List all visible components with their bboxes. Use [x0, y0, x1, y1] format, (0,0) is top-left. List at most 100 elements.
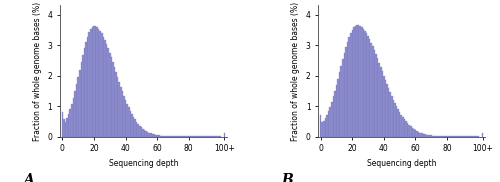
- Bar: [148, 133, 150, 136]
- Bar: [362, 29, 364, 136]
- Bar: [326, 115, 328, 136]
- Bar: [412, 128, 413, 136]
- Bar: [112, 62, 114, 136]
- Bar: [370, 43, 372, 136]
- Bar: [400, 115, 402, 136]
- Bar: [414, 130, 416, 136]
- Bar: [390, 92, 391, 136]
- Bar: [323, 121, 324, 136]
- Bar: [68, 114, 70, 136]
- Bar: [126, 104, 128, 136]
- Text: B: B: [282, 173, 294, 182]
- Bar: [90, 29, 92, 136]
- Bar: [80, 62, 82, 136]
- Bar: [155, 135, 156, 136]
- Bar: [364, 31, 366, 136]
- Bar: [339, 72, 340, 136]
- Bar: [108, 48, 109, 136]
- Bar: [95, 27, 96, 136]
- Bar: [344, 53, 345, 136]
- Bar: [396, 106, 398, 136]
- Bar: [78, 77, 79, 136]
- Bar: [134, 119, 136, 136]
- Bar: [424, 134, 426, 136]
- Bar: [410, 126, 412, 136]
- Bar: [334, 91, 336, 136]
- Bar: [384, 80, 386, 136]
- Bar: [147, 132, 148, 136]
- Bar: [330, 106, 331, 136]
- Bar: [320, 114, 322, 136]
- Bar: [98, 29, 100, 136]
- Bar: [132, 117, 134, 136]
- Bar: [345, 48, 347, 136]
- Bar: [422, 134, 424, 136]
- Bar: [128, 107, 130, 136]
- Bar: [404, 119, 405, 136]
- Bar: [96, 27, 98, 136]
- Y-axis label: Fraction of whole genome bases (%): Fraction of whole genome bases (%): [33, 1, 42, 141]
- Bar: [120, 87, 122, 136]
- Bar: [74, 91, 76, 136]
- Bar: [62, 112, 63, 136]
- X-axis label: Sequencing depth: Sequencing depth: [108, 159, 178, 168]
- Bar: [84, 48, 86, 136]
- Bar: [358, 25, 360, 136]
- Bar: [92, 27, 93, 136]
- Bar: [353, 27, 354, 136]
- Bar: [116, 72, 117, 136]
- Bar: [354, 26, 356, 136]
- Bar: [146, 131, 147, 136]
- Bar: [352, 30, 353, 136]
- Bar: [392, 100, 394, 136]
- Bar: [70, 109, 71, 136]
- Bar: [106, 44, 108, 136]
- Bar: [150, 133, 152, 136]
- Bar: [131, 114, 132, 136]
- Bar: [426, 134, 428, 136]
- Bar: [350, 33, 352, 136]
- Bar: [71, 104, 72, 136]
- Bar: [383, 76, 384, 136]
- Bar: [63, 119, 64, 136]
- Bar: [361, 27, 362, 136]
- Bar: [76, 84, 78, 136]
- Bar: [382, 71, 383, 136]
- Bar: [405, 121, 407, 136]
- Bar: [153, 134, 155, 136]
- Bar: [356, 25, 358, 136]
- Bar: [394, 103, 396, 136]
- Bar: [109, 53, 110, 136]
- Bar: [430, 135, 432, 136]
- Bar: [331, 102, 332, 136]
- Bar: [413, 129, 414, 136]
- Bar: [369, 39, 370, 136]
- Bar: [348, 37, 350, 136]
- Bar: [322, 122, 323, 136]
- Bar: [138, 124, 139, 136]
- Bar: [79, 70, 80, 136]
- Bar: [125, 100, 126, 136]
- Bar: [142, 129, 144, 136]
- Bar: [340, 66, 342, 136]
- Bar: [398, 109, 399, 136]
- Bar: [324, 118, 326, 136]
- Bar: [360, 26, 361, 136]
- Bar: [380, 67, 382, 136]
- Bar: [156, 135, 158, 136]
- Bar: [118, 82, 120, 136]
- Bar: [332, 96, 334, 136]
- Bar: [123, 96, 125, 136]
- Bar: [117, 77, 118, 136]
- Bar: [140, 127, 142, 136]
- Bar: [388, 88, 390, 136]
- Bar: [421, 133, 422, 136]
- Bar: [87, 37, 88, 136]
- Bar: [114, 67, 116, 136]
- Bar: [110, 57, 112, 136]
- Bar: [64, 122, 66, 136]
- Bar: [122, 91, 123, 136]
- Bar: [93, 26, 95, 136]
- Bar: [399, 112, 400, 136]
- Bar: [144, 130, 146, 136]
